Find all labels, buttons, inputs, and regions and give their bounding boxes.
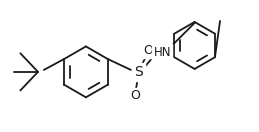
Text: S: S [134, 65, 143, 79]
Text: HN: HN [154, 46, 171, 59]
Text: O: O [144, 44, 154, 57]
Text: O: O [130, 89, 140, 102]
